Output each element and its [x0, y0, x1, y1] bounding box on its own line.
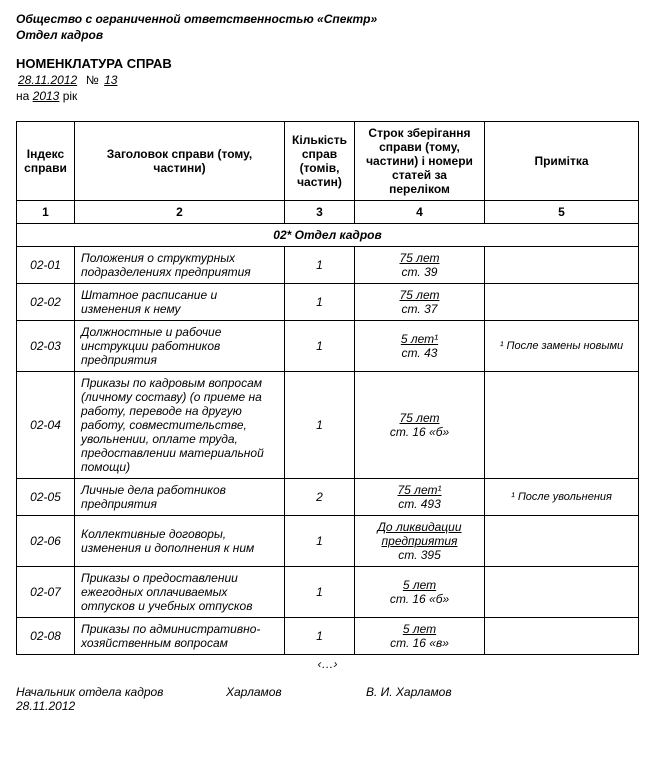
th-qty: Кількість справ (томів, частин) [285, 122, 355, 201]
table-row: 02-02Штатное расписание и изменения к не… [17, 284, 639, 321]
cell-term: 5 летст. 16 «в» [355, 618, 485, 655]
dept-name: Отдел кадров [16, 28, 639, 42]
table-row: 02-03Должностные и рабочие инструкции ра… [17, 321, 639, 372]
doc-number: 13 [102, 73, 119, 87]
colnum-5: 5 [485, 201, 639, 224]
cell-title: Коллективные договоры, изменения и допол… [75, 516, 285, 567]
cell-note [485, 516, 639, 567]
section-title: 02* Отдел кадров [17, 224, 639, 247]
doc-date: 28.11.2012 [16, 73, 79, 87]
th-index: Індекс справи [17, 122, 75, 201]
sig-role: Начальник отдела кадров [16, 685, 226, 699]
table-header-row: Індекс справи Заголовок справи (тому, ча… [17, 122, 639, 201]
sig-date: 28.11.2012 [16, 699, 639, 713]
cell-term: 5 летст. 16 «б» [355, 567, 485, 618]
cell-note [485, 567, 639, 618]
cell-title: Штатное расписание и изменения к нему [75, 284, 285, 321]
cell-index: 02-03 [17, 321, 75, 372]
cases-table: Індекс справи Заголовок справи (тому, ча… [16, 121, 639, 655]
table-row: 02-05Личные дела работников предприятия2… [17, 479, 639, 516]
cell-qty: 1 [285, 321, 355, 372]
colnum-2: 2 [75, 201, 285, 224]
cell-qty: 1 [285, 372, 355, 479]
doc-year: 2013 [33, 89, 60, 103]
cell-index: 02-06 [17, 516, 75, 567]
cell-qty: 1 [285, 247, 355, 284]
num-label: № [86, 73, 99, 87]
cell-index: 02-02 [17, 284, 75, 321]
cell-title: Личные дела работников предприятия [75, 479, 285, 516]
cell-qty: 1 [285, 284, 355, 321]
ellipsis: ‹…› [16, 657, 639, 671]
cell-title: Приказы по кадровым вопросам (личному со… [75, 372, 285, 479]
cell-index: 02-01 [17, 247, 75, 284]
cell-index: 02-04 [17, 372, 75, 479]
cell-title: Приказы по административно-хозяйственным… [75, 618, 285, 655]
org-name: Общество с ограниченной ответственностью… [16, 12, 639, 26]
cell-term: 75 летст. 16 «б» [355, 372, 485, 479]
cell-note: ¹ После замены новыми [485, 321, 639, 372]
th-title: Заголовок справи (тому, частини) [75, 122, 285, 201]
sig-name: В. И. Харламов [366, 685, 452, 699]
year-prefix: на [16, 89, 29, 103]
colnum-4: 4 [355, 201, 485, 224]
table-row: 02-01Положения о структурных подразделен… [17, 247, 639, 284]
cell-note [485, 284, 639, 321]
cell-title: Положения о структурных подразделениях п… [75, 247, 285, 284]
section-row: 02* Отдел кадров [17, 224, 639, 247]
cell-index: 02-08 [17, 618, 75, 655]
cell-term: 75 летст. 39 [355, 247, 485, 284]
cell-qty: 2 [285, 479, 355, 516]
table-row: 02-04Приказы по кадровым вопросам (лично… [17, 372, 639, 479]
year-suffix: рік [63, 89, 78, 103]
th-note: Примітка [485, 122, 639, 201]
signature-block: Начальник отдела кадров Харламов В. И. Х… [16, 685, 639, 713]
table-row: 02-07Приказы о предоставлении ежегодных … [17, 567, 639, 618]
table-row: 02-06Коллективные договоры, изменения и … [17, 516, 639, 567]
cell-term: 75 лет¹ст. 493 [355, 479, 485, 516]
cell-qty: 1 [285, 618, 355, 655]
doc-meta: 28.11.2012 № 13 [16, 73, 639, 87]
cell-index: 02-05 [17, 479, 75, 516]
colnum-1: 1 [17, 201, 75, 224]
sig-sign: Харламов [226, 685, 366, 699]
table-body: 02* Отдел кадров 02-01Положения о структ… [17, 224, 639, 655]
cell-term: 75 летст. 37 [355, 284, 485, 321]
colnum-3: 3 [285, 201, 355, 224]
cell-term: До ликвидации предприятияст. 395 [355, 516, 485, 567]
cell-note [485, 372, 639, 479]
cell-qty: 1 [285, 567, 355, 618]
doc-title: НОМЕНКЛАТУРА СПРАВ [16, 56, 639, 71]
cell-title: Должностные и рабочие инструкции работни… [75, 321, 285, 372]
cell-qty: 1 [285, 516, 355, 567]
cell-note [485, 618, 639, 655]
cell-note [485, 247, 639, 284]
doc-year-line: на 2013 рік [16, 89, 639, 103]
cell-note: ¹ После увольнения [485, 479, 639, 516]
table-colnum-row: 1 2 3 4 5 [17, 201, 639, 224]
cell-index: 02-07 [17, 567, 75, 618]
table-row: 02-08Приказы по административно-хозяйств… [17, 618, 639, 655]
cell-title: Приказы о предоставлении ежегодных оплач… [75, 567, 285, 618]
cell-term: 5 лет¹ст. 43 [355, 321, 485, 372]
th-term: Строк зберігання справи (тому, частини) … [355, 122, 485, 201]
